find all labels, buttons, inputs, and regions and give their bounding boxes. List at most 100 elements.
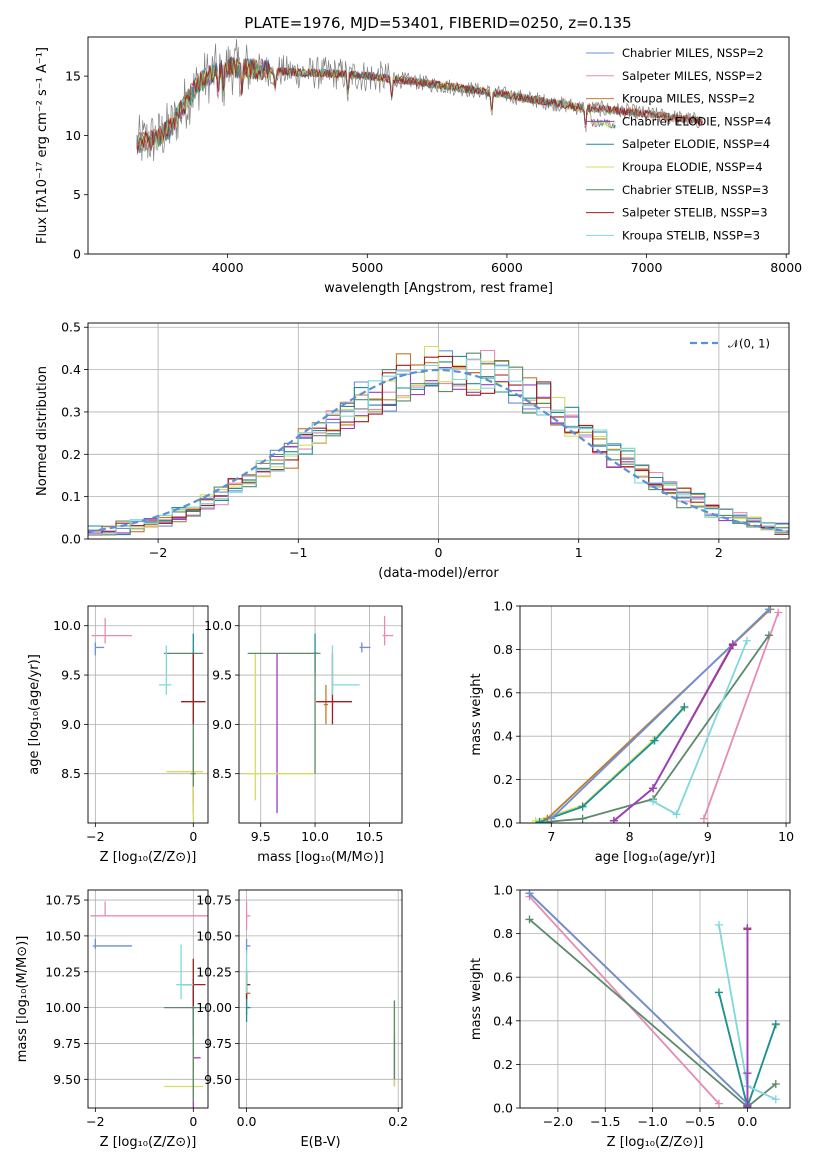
x-tick-label: 1 xyxy=(575,545,583,560)
y-tick-label: 8.5 xyxy=(212,766,232,781)
y-tick-label: 10.00 xyxy=(196,1000,232,1015)
x-tick-label: −2 xyxy=(86,1114,104,1129)
legend-label: Chabrier STELIB, NSSP=3 xyxy=(622,183,769,197)
mass-weight-marker xyxy=(525,890,534,898)
y-tick-label: 1.0 xyxy=(493,883,513,898)
x-tick-label: 9.5 xyxy=(251,829,271,844)
x-axis-label: age [log₁₀(age/yr)] xyxy=(595,850,716,865)
y-tick-label: 5 xyxy=(73,187,81,202)
axes-spectrum: 4000 5000 6000 7000 8000 0 5 10 15 wavelength [An… xyxy=(35,36,802,296)
x-tick-label: −1.0 xyxy=(637,1114,667,1129)
mass-weight-line xyxy=(703,612,780,820)
y-tick-label: 10.0 xyxy=(204,618,232,633)
x-tick-label: −1.5 xyxy=(590,1114,620,1129)
y-tick-label: 10.25 xyxy=(45,964,81,979)
x-tick-label: −0.5 xyxy=(685,1114,715,1129)
y-tick-label: 0.8 xyxy=(493,926,513,941)
plot-area-mass_vs_ebv xyxy=(245,901,396,1087)
mass-weight-marker xyxy=(728,639,737,648)
y-tick-label: 9.5 xyxy=(212,668,232,683)
axes-frame xyxy=(519,889,791,1109)
data-spectrum-line xyxy=(136,39,703,162)
mass-weight-marker xyxy=(578,802,587,811)
y-tick-label: 0.6 xyxy=(493,970,513,985)
x-axis-label: wavelength [Angstrom, rest frame] xyxy=(324,281,553,296)
x-tick-label: −1 xyxy=(289,545,307,560)
mass-weight-line xyxy=(547,634,770,823)
y-tick-label: 9.75 xyxy=(204,1036,232,1051)
x-axis-label: Z [log₁₀(Z/Z⊙)] xyxy=(100,1135,197,1150)
mass-weight-marker xyxy=(771,1080,780,1089)
y-tick-label: 0.5 xyxy=(61,320,81,335)
y-tick-label: 9.50 xyxy=(204,1072,232,1087)
y-tick-label: 10.50 xyxy=(45,928,81,943)
residual-histogram xyxy=(88,358,789,536)
x-tick-label: 6000 xyxy=(491,260,523,275)
y-tick-label: 0.2 xyxy=(493,1057,513,1072)
y-tick-label: 9.0 xyxy=(212,717,232,732)
y-tick-label: 0.6 xyxy=(493,685,513,700)
mass-weight-line xyxy=(550,608,770,820)
mass-weight-marker xyxy=(771,1020,780,1029)
axes-mass_vs_Z: −2 0 9.50 9.75 10.00 10.25 10.50 10.75 Z [log₁₀(… xyxy=(15,889,209,1150)
y-tick-label: 0.1 xyxy=(61,489,81,504)
x-tick-label: 10.0 xyxy=(301,829,329,844)
mass-weight-marker xyxy=(742,636,751,645)
gaussian-curve xyxy=(88,368,789,533)
y-tick-label: 1.0 xyxy=(493,599,513,614)
y-tick-label: 0.4 xyxy=(493,729,513,744)
x-axis-label: (data-model)/error xyxy=(378,566,499,581)
axes-frame xyxy=(87,36,790,255)
legend-label: Kroupa ELODIE, NSSP=4 xyxy=(622,160,763,174)
legend-label: Salpeter MILES, NSSP=2 xyxy=(622,69,763,83)
axes-mw_vs_Z: −2.0 −1.5 −1.0 −0.5 0.0 0.0 0.2 0.4 0.6 0.8 1.0 Z [… xyxy=(469,883,791,1150)
model-spectrum-line xyxy=(136,57,703,154)
x-tick-label: 2 xyxy=(715,545,723,560)
y-tick-label: 0.2 xyxy=(493,772,513,787)
mass-weight-marker xyxy=(649,797,658,806)
mass-weight-marker xyxy=(771,1095,780,1104)
mass-weight-line xyxy=(613,644,734,822)
y-tick-label: 0.3 xyxy=(61,404,81,419)
y-tick-label: 10.75 xyxy=(45,893,81,908)
axes-frame xyxy=(87,605,209,824)
y-axis-label: mass [log₁₀(M/M⊙)] xyxy=(15,936,30,1063)
y-axis-label: mass weight xyxy=(469,673,484,755)
y-tick-label: 9.0 xyxy=(61,717,81,732)
spectrum-legend: Chabrier MILES, NSSP=2 Salpeter MILES, NS… xyxy=(586,46,771,242)
mass-weight-line xyxy=(613,643,734,822)
x-tick-label: 0.0 xyxy=(237,1114,257,1129)
mass-weight-marker xyxy=(714,988,723,997)
y-tick-label: 0.0 xyxy=(493,1101,513,1116)
y-tick-label: 0.0 xyxy=(493,816,513,831)
y-tick-label: 10.00 xyxy=(45,1000,81,1015)
legend-label: Kroupa MILES, NSSP=2 xyxy=(622,92,755,106)
legend-label: Chabrier MILES, NSSP=2 xyxy=(622,46,764,60)
x-tick-label: −2.0 xyxy=(543,1114,573,1129)
mass-weight-marker xyxy=(578,814,587,823)
axes-frame xyxy=(238,889,403,1109)
plot-area-residuals xyxy=(88,345,789,536)
x-tick-label: 0.2 xyxy=(388,1114,408,1129)
y-tick-label: 10.0 xyxy=(53,618,81,633)
mass-weight-marker xyxy=(525,915,534,924)
mass-weight-marker xyxy=(714,920,723,929)
x-axis-label: Z [log₁₀(Z/Z⊙)] xyxy=(100,850,197,865)
axes-age_vs_Z: −2 0 8.5 9.0 9.5 10.0 Z [log₁₀(Z/Z⊙)] age [log₁… xyxy=(27,605,209,865)
x-tick-label: 7000 xyxy=(631,260,663,275)
legend-label: Salpeter STELIB, NSSP=3 xyxy=(622,206,768,220)
residual-histogram xyxy=(88,350,789,536)
y-tick-label: 9.75 xyxy=(53,1036,81,1051)
y-axis-label: Normed distribution xyxy=(35,366,50,496)
y-tick-label: 9.5 xyxy=(61,668,81,683)
axes-frame xyxy=(519,605,791,824)
x-axis-label: Z [log₁₀(Z/Z⊙)] xyxy=(607,1135,704,1150)
mass-weight-marker xyxy=(672,810,681,819)
mass-weight-line xyxy=(539,706,685,823)
plot-area-age_vs_Z xyxy=(91,617,206,822)
y-tick-label: 0.4 xyxy=(493,1013,513,1028)
y-axis-label: mass weight xyxy=(469,958,484,1040)
mass-weight-marker xyxy=(535,817,544,823)
x-tick-label: 0.0 xyxy=(737,1114,757,1129)
